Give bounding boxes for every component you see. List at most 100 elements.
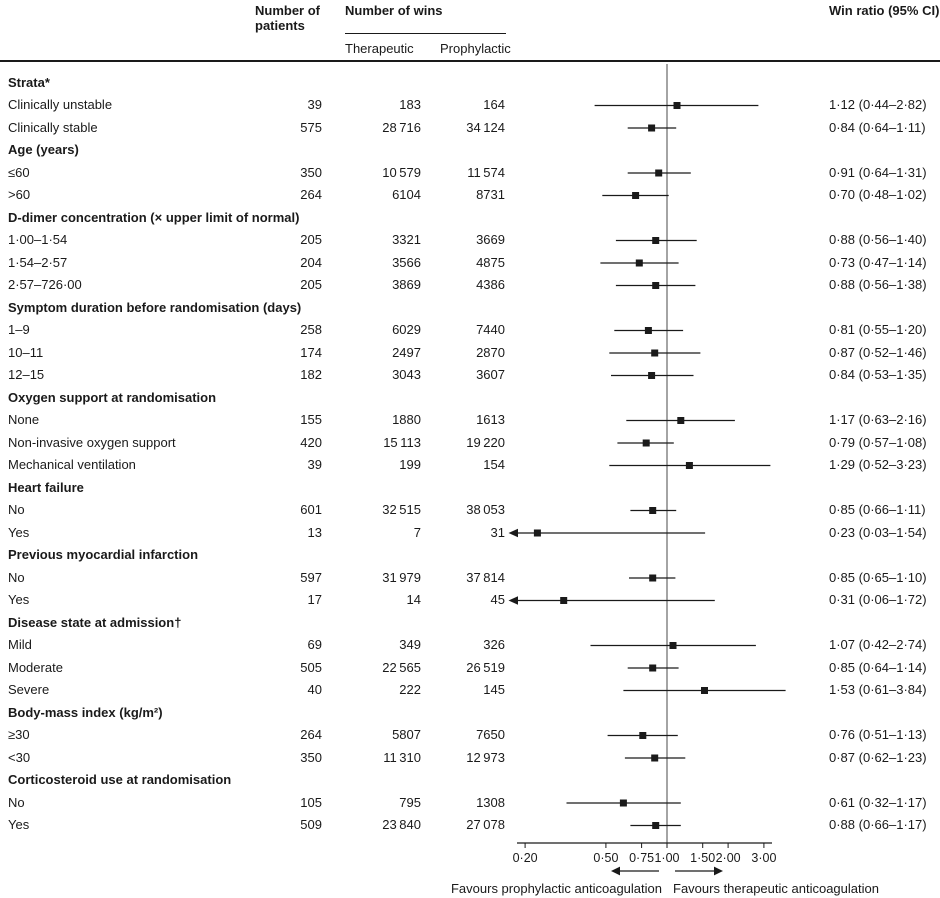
win-ratio-value: 0·81 (0·55–1·20)	[829, 322, 927, 338]
group-label: Age (years)	[8, 142, 79, 158]
patients-value: 40	[307, 682, 322, 698]
row-label: Yes	[8, 524, 30, 540]
patients-value: 13	[307, 524, 322, 540]
patients-value: 39	[307, 97, 322, 113]
patients-value: 105	[300, 794, 322, 810]
therapeutic-wins-value: 7	[413, 524, 421, 540]
prophylactic-wins-value: 326	[483, 637, 505, 653]
patients-value: 350	[300, 164, 322, 180]
prophylactic-wins-value: 11 574	[467, 164, 505, 180]
svg-text:1·50: 1·50	[690, 851, 715, 865]
row-label: Mild	[8, 637, 32, 653]
group-heading-row: Heart failure	[0, 477, 940, 500]
row-label: 10–11	[8, 344, 44, 360]
col-header-patients: Number of patients	[255, 3, 320, 33]
row-label: No	[8, 502, 25, 518]
therapeutic-wins-value: 1880	[392, 412, 421, 428]
win-ratio-value: 0·88 (0·66–1·17)	[829, 817, 927, 833]
header-divider-rule	[0, 60, 940, 62]
table-row: Non-invasive oxygen support 420 15 113 19 2…	[0, 432, 940, 455]
row-label: Clinically stable	[8, 119, 98, 135]
favours-prophylactic-label: Favours prophylactic anticoagulation	[450, 881, 662, 896]
group-label: Oxygen support at randomisation	[8, 389, 217, 405]
win-ratio-value: 0·84 (0·53–1·35)	[829, 367, 927, 383]
therapeutic-wins-value: 5807	[392, 727, 421, 743]
group-heading-row: Previous myocardial infarction	[0, 544, 940, 567]
win-ratio-value: 0·79 (0·57–1·08)	[829, 434, 927, 450]
col-header-wins: Number of wins	[345, 3, 443, 18]
win-ratio-value: 0·91 (0·64–1·31)	[829, 164, 927, 180]
table-row: Mechanical ventilation 39 199 154 1·29 (0·52…	[0, 454, 940, 477]
therapeutic-wins-value: 15 113	[383, 434, 421, 450]
therapeutic-wins-value: 11 310	[383, 749, 421, 765]
table-row: ≥30 264 5807 7650 0·76 (0·51–1·13)	[0, 724, 940, 747]
prophylactic-wins-value: 7650	[476, 727, 505, 743]
win-ratio-value: 0·73 (0·47–1·14)	[829, 254, 927, 270]
col-header-patients-line1: Number of	[255, 3, 320, 18]
col-header-patients-line2: patients	[255, 18, 305, 33]
table-row: 1–9 258 6029 7440 0·81 (0·55–1·20)	[0, 319, 940, 342]
patients-value: 182	[300, 367, 322, 383]
table-row: >60 264 6104 8731 0·70 (0·48–1·02)	[0, 184, 940, 207]
win-ratio-value: 1·29 (0·52–3·23)	[829, 457, 927, 473]
win-ratio-value: 0·85 (0·65–1·10)	[829, 569, 927, 585]
group-label: Corticosteroid use at randomisation	[8, 772, 232, 788]
prophylactic-wins-value: 37 814	[466, 569, 505, 585]
therapeutic-wins-value: 3566	[392, 254, 421, 270]
group-label: D-dimer concentration (× upper limit of …	[8, 209, 300, 225]
group-heading-row: Symptom duration before randomisation (d…	[0, 297, 940, 320]
patients-value: 509	[300, 817, 322, 833]
table-row: Moderate 505 22 565 26 519 0·85 (0·64–1·14)	[0, 657, 940, 680]
patients-value: 17	[307, 592, 322, 608]
group-heading-row: Body-mass index (kg/m²)	[0, 702, 940, 725]
svg-text:3·00: 3·00	[751, 851, 776, 865]
row-label: 2·57–726·00	[8, 277, 82, 293]
therapeutic-wins-value: 31 979	[382, 569, 421, 585]
prophylactic-wins-value: 45	[490, 592, 505, 608]
patients-value: 601	[300, 502, 322, 518]
win-ratio-value: 0·61 (0·32–1·17)	[829, 794, 927, 810]
therapeutic-wins-value: 2497	[392, 344, 421, 360]
therapeutic-wins-value: 222	[399, 682, 421, 698]
col-header-therapeutic: Therapeutic	[345, 41, 414, 56]
patients-value: 155	[300, 412, 322, 428]
therapeutic-wins-value: 795	[399, 794, 421, 810]
group-heading-row: Strata*	[0, 72, 940, 95]
svg-text:0·20: 0·20	[513, 851, 538, 865]
row-label: <30	[8, 749, 31, 765]
therapeutic-wins-value: 199	[399, 457, 421, 473]
group-heading-row: Oxygen support at randomisation	[0, 387, 940, 410]
therapeutic-wins-value: 14	[406, 592, 421, 608]
group-label: Heart failure	[8, 479, 84, 495]
therapeutic-wins-value: 23 840	[382, 817, 421, 833]
win-ratio-value: 1·12 (0·44–2·82)	[829, 97, 927, 113]
patients-value: 205	[300, 232, 322, 248]
therapeutic-wins-value: 32 515	[382, 502, 421, 518]
row-label: None	[8, 412, 40, 428]
group-heading-row: Corticosteroid use at randomisation	[0, 769, 940, 792]
win-ratio-value: 0·23 (0·03–1·54)	[829, 524, 927, 540]
win-ratio-value: 0·70 (0·48–1·02)	[829, 187, 927, 203]
prophylactic-wins-value: 8731	[476, 187, 505, 203]
prophylactic-wins-value: 154	[483, 457, 505, 473]
svg-text:2·00: 2·00	[716, 851, 741, 865]
table-row: 1·54–2·57 204 3566 4875 0·73 (0·47–1·14)	[0, 252, 940, 275]
table-row: 10–11 174 2497 2870 0·87 (0·52–1·46)	[0, 342, 940, 365]
patients-value: 69	[307, 637, 322, 653]
win-ratio-value: 0·87 (0·62–1·23)	[829, 749, 927, 765]
therapeutic-wins-value: 3869	[392, 277, 421, 293]
row-label: 1–9	[8, 322, 30, 338]
patients-value: 174	[300, 344, 322, 360]
svg-text:0·50: 0·50	[593, 851, 618, 865]
prophylactic-wins-value: 12 973	[466, 749, 505, 765]
prophylactic-wins-value: 145	[483, 682, 505, 698]
table-row: <30 350 11 310 12 973 0·87 (0·62–1·23)	[0, 747, 940, 770]
group-label: Previous myocardial infarction	[8, 547, 199, 563]
table-row: ≤60 350 10 579 11 574 0·91 (0·64–1·31)	[0, 162, 940, 185]
row-label: Yes	[8, 817, 30, 833]
therapeutic-wins-value: 6029	[392, 322, 421, 338]
win-ratio-value: 0·88 (0·56–1·38)	[829, 277, 927, 293]
prophylactic-wins-value: 19 220	[466, 434, 505, 450]
row-label: Moderate	[8, 659, 63, 675]
